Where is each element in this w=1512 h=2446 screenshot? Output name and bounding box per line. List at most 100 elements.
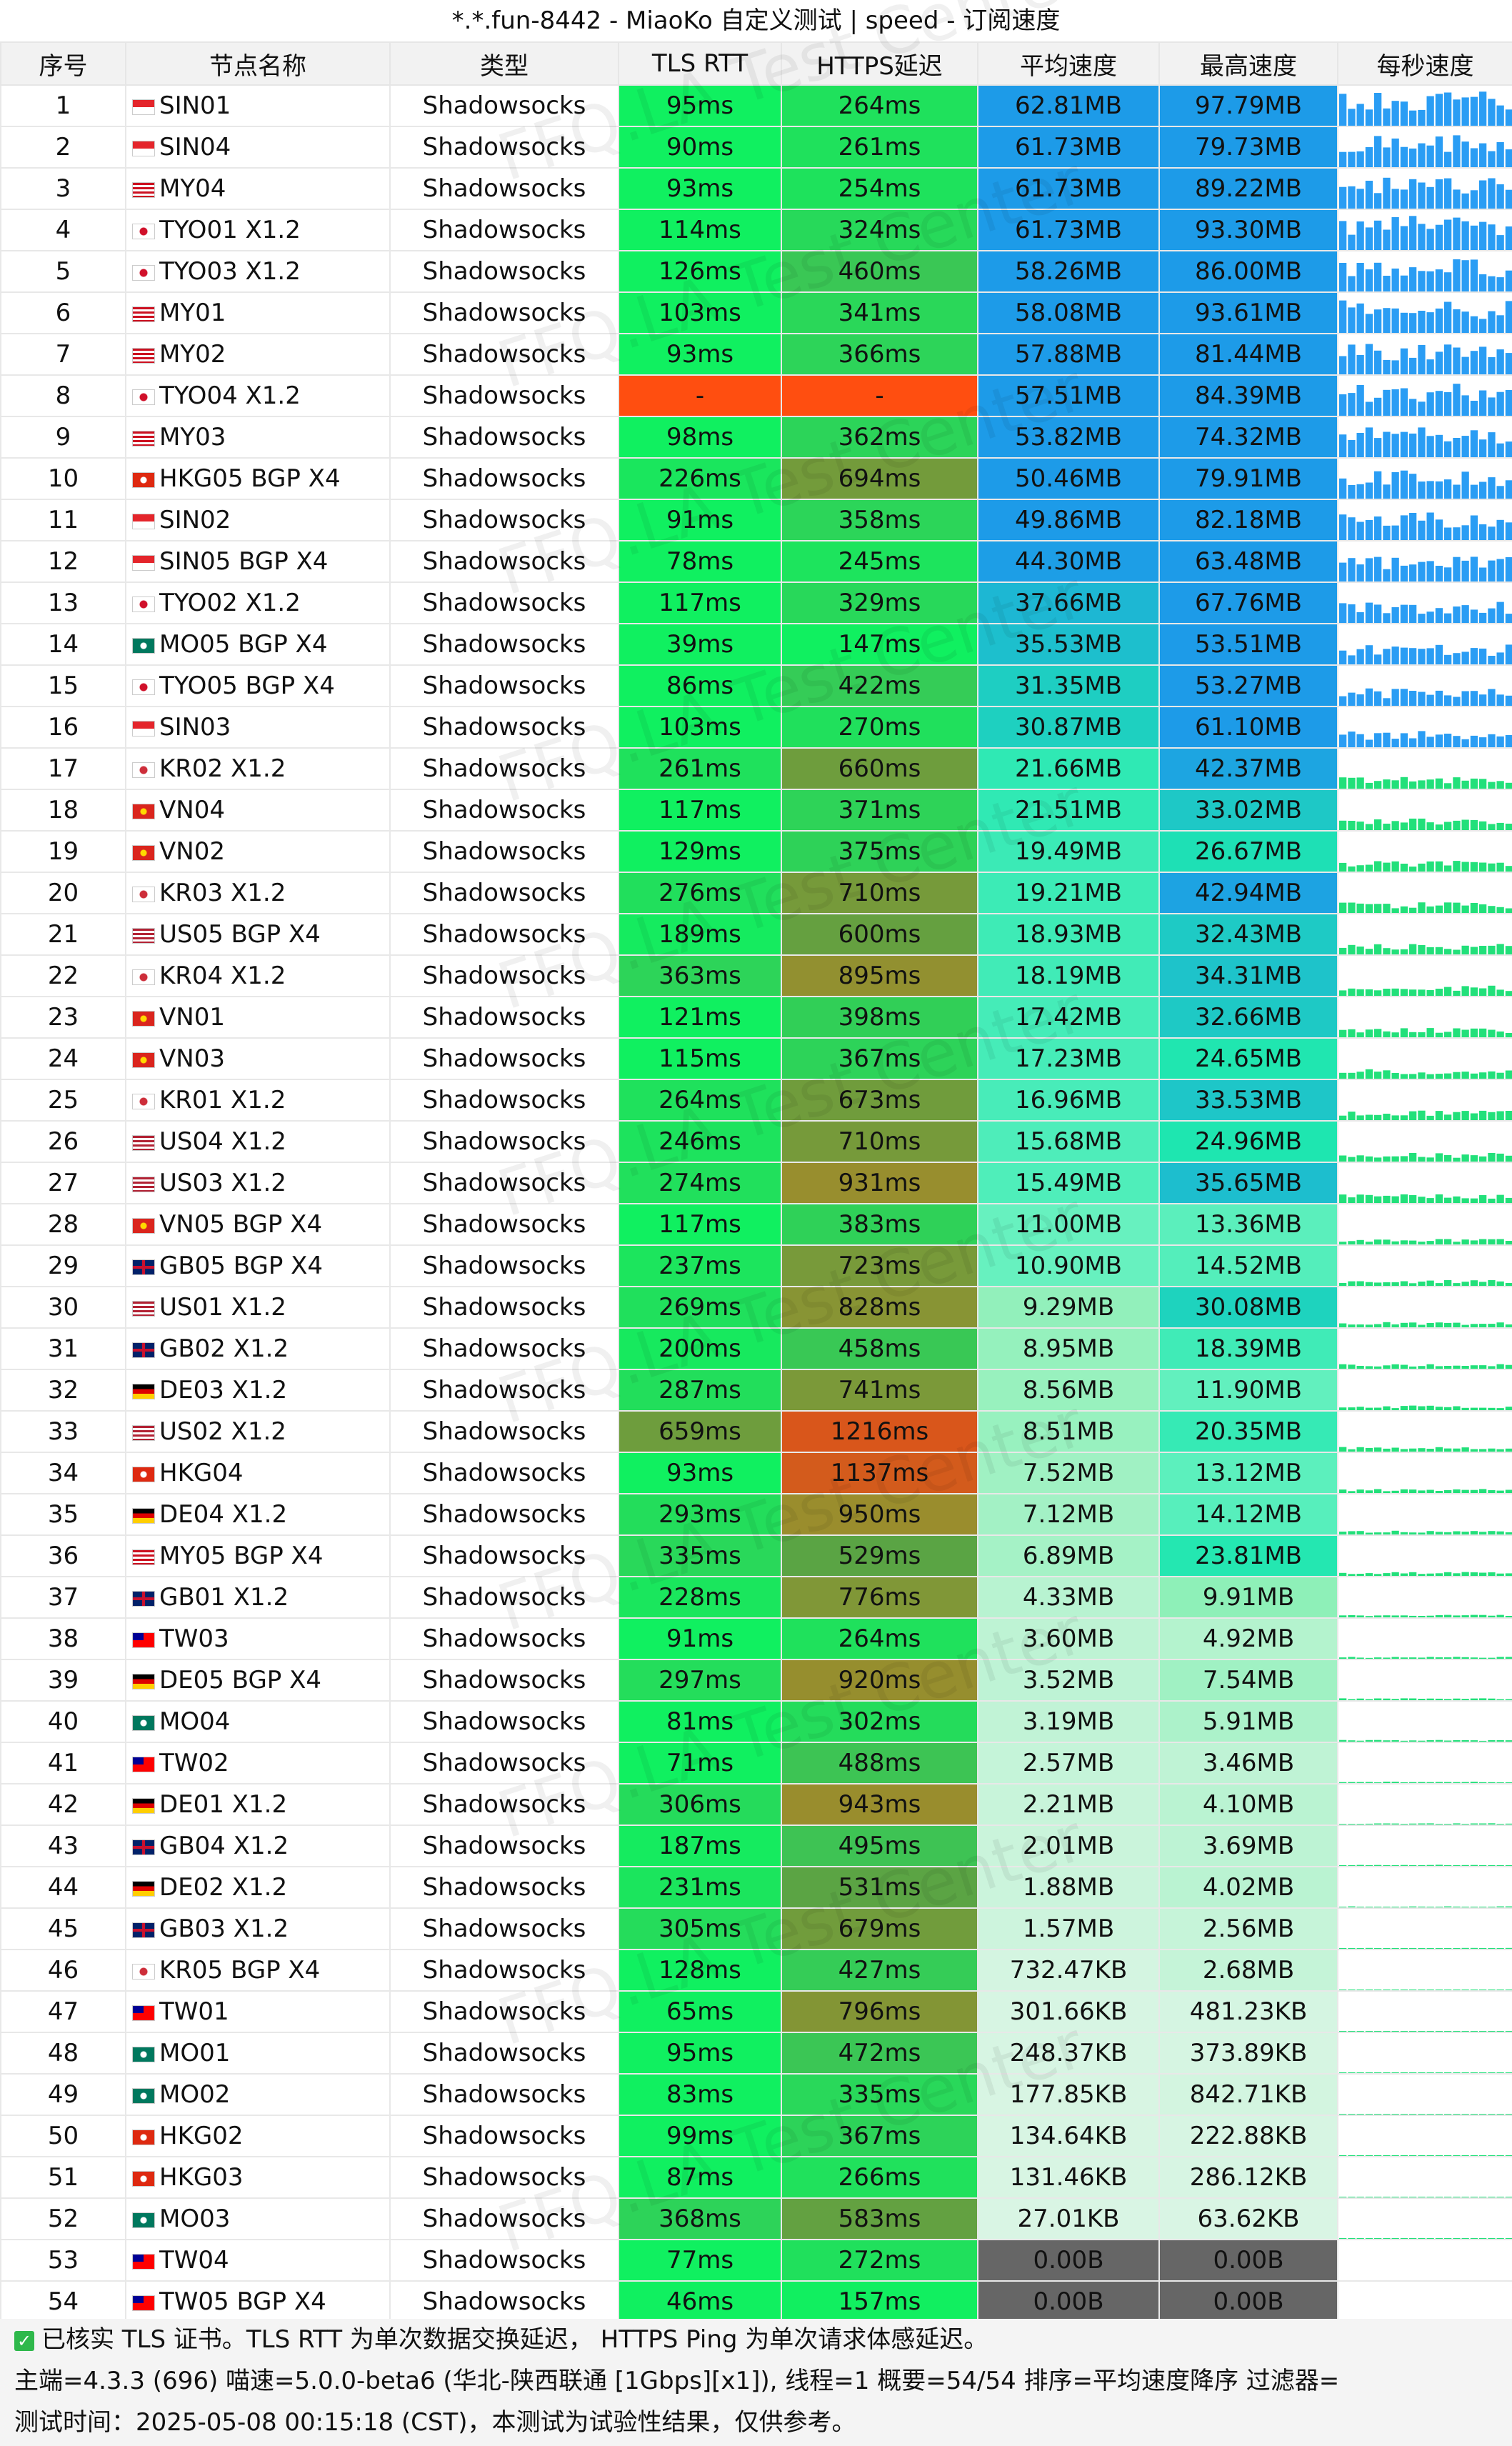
speed-bar [1357,2072,1364,2073]
speed-bar [1392,1782,1399,1783]
index-cell: 28 [0,1203,126,1246]
tls-rtt-cell: 269ms [618,1286,782,1329]
speed-bar [1400,1698,1408,1699]
speed-bar [1435,566,1443,581]
speed-bar [1488,863,1496,871]
speed-bar [1339,862,1347,871]
speed-bar [1453,1028,1461,1037]
speed-bar [1383,732,1391,747]
speed-bar [1400,1240,1408,1244]
speed-bar [1374,604,1382,622]
speed-bar [1453,1948,1460,1949]
type-cell: Shadowsocks [389,1576,619,1619]
speed-bar [1383,1406,1391,1409]
speed-bar [1426,229,1434,249]
tls-rtt-cell: - [618,374,782,417]
flag-icon [132,1714,155,1731]
speed-bar [1426,947,1434,954]
node-name-text: SIN01 [159,91,231,120]
speed-bar [1461,945,1469,954]
flag-icon [132,513,155,529]
speed-bar [1461,141,1469,166]
speed-bar [1409,1240,1417,1244]
node-name-cell: US03 X1.2 [125,1162,391,1204]
speed-bar [1400,275,1408,291]
https-latency-cell: 245ms [781,540,978,583]
avg-speed-cell: 1.57MB [977,1907,1160,1950]
speed-bar [1461,819,1469,829]
speed-bar [1479,2031,1486,2032]
speed-bar [1391,1572,1399,1575]
speed-bar [1418,1282,1426,1285]
https-latency-cell: 157ms [781,2280,978,2323]
speed-bar [1435,1698,1443,1699]
speed-bar [1471,2114,1478,2115]
speed-bar [1497,2072,1504,2073]
tls-rtt-cell: 91ms [618,1617,782,1660]
speed-bar [1365,1573,1373,1575]
speed-bar [1356,1032,1364,1037]
speed-bar [1488,2155,1495,2156]
speed-bar [1505,189,1511,208]
speed-bar [1470,1657,1478,1658]
speed-bar [1383,1156,1391,1161]
speed-bar [1444,1114,1452,1119]
table-row: 44 DE02 X1.2 Shadowsocks 231ms 531ms 1.88MB 4.… [0,1866,1512,1909]
speed-bar [1488,1698,1496,1699]
speed-bar [1374,733,1382,747]
speed-bar [1479,1072,1487,1078]
avg-speed-cell: 15.49MB [977,1162,1160,1204]
speed-bar [1488,1615,1496,1617]
per-second-speed-sparkline [1337,1659,1512,1702]
table-row: 17 KR02 X1.2 Shadowsocks 261ms 660ms 21.66MB 4… [0,747,1512,790]
speed-bar [1383,1195,1391,1202]
max-speed-cell: 74.32MB [1158,416,1338,459]
node-name-cell: MO03 [125,2197,391,2240]
speed-bar [1365,1490,1373,1492]
node-name-text: TW02 [159,1749,229,1777]
node-name-cell: US02 X1.2 [125,1410,391,1453]
speed-bar [1496,1239,1504,1244]
speed-bar [1453,1698,1461,1699]
speed-bar [1418,2072,1425,2073]
avg-speed-cell: 44.30MB [977,540,1160,583]
speed-bar [1479,1865,1486,1866]
speed-bar [1426,1115,1434,1119]
max-speed-cell: 11.90MB [1158,1369,1338,1412]
type-cell: Shadowsocks [389,1452,619,1494]
speed-bar [1496,391,1504,415]
per-second-speed-sparkline [1337,1576,1512,1619]
speed-bar [1409,1153,1417,1161]
speed-bar [1365,314,1373,332]
speed-bar [1444,1032,1452,1037]
speed-bar [1444,2031,1451,2032]
speed-bar [1496,694,1504,705]
speed-bar [1426,1364,1434,1368]
speed-bar [1400,1740,1408,1741]
node-name-cell: GB02 X1.2 [125,1327,391,1370]
node-name-text: SIN02 [159,506,231,534]
speed-bar [1506,2155,1512,2156]
speed-bar [1453,1242,1461,1244]
speed-bar [1505,946,1511,954]
speed-bar [1418,481,1426,498]
https-latency-cell: 371ms [781,789,978,832]
speed-bar [1426,271,1434,291]
speed-bar [1374,1447,1382,1451]
node-name-cell: HKG02 [125,2115,391,2157]
speed-bar [1488,397,1496,415]
node-name-cell: TW01 [125,1990,391,2033]
speed-bar [1348,2114,1355,2115]
table-row: 53 TW04 Shadowsocks 77ms 272ms 0.00B 0.00B [0,2239,1512,2282]
avg-speed-cell: 18.93MB [977,913,1160,956]
https-latency-cell: 261ms [781,126,978,169]
speed-bar [1470,1028,1478,1037]
speed-bar [1453,1573,1461,1575]
speed-bar [1392,2031,1399,2032]
speed-bar [1506,2031,1512,2032]
table-row: 7 MY02 Shadowsocks 93ms 366ms 57.88MB 81.44MB [0,333,1512,376]
speed-bar [1479,2114,1486,2115]
speed-bar [1348,902,1356,912]
speed-bar [1392,1699,1399,1700]
speed-bar [1496,1490,1504,1492]
